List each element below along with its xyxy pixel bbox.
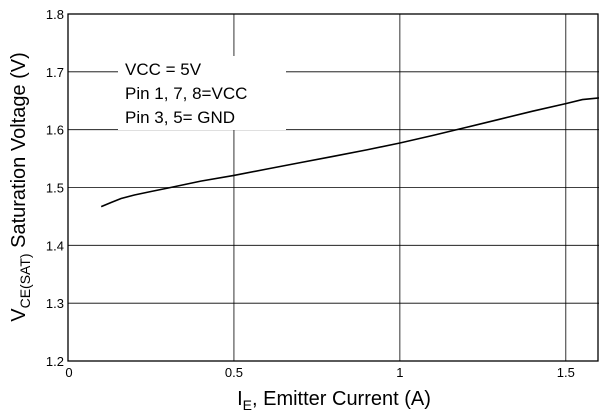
y-tick-label: 1.3 [46,296,64,311]
y-tick-label: 1.8 [46,7,64,22]
series-line [100,97,599,208]
y-tick-label: 1.6 [46,123,64,138]
x-tick-label: 1.5 [557,365,575,380]
y-tick-label: 1.2 [46,354,64,369]
x-tick-label: 0 [65,365,72,380]
annotation-line-1: VCC = 5V [125,60,202,79]
y-tick-label: 1.4 [46,238,64,253]
y-axis-label: VCE(SAT) Saturation Voltage (V) [8,52,33,322]
y-tick-label: 1.7 [46,65,64,80]
x-tick-label: 1 [396,365,403,380]
plot-frame [67,13,599,362]
x-axis-label: IE, Emitter Current (A) [237,388,431,413]
x-tick-label: 0.5 [225,365,243,380]
y-tick-label: 1.5 [46,181,64,196]
annotation-line-2: Pin 1, 7, 8=VCC [125,84,247,103]
annotation-background [118,56,286,130]
tick-labels: 0 0.5 1 1.5 1.2 1.3 1.4 1.5 1.6 1.7 1.8 [46,7,575,380]
annotation-line-3: Pin 3, 5= GND [125,108,235,127]
